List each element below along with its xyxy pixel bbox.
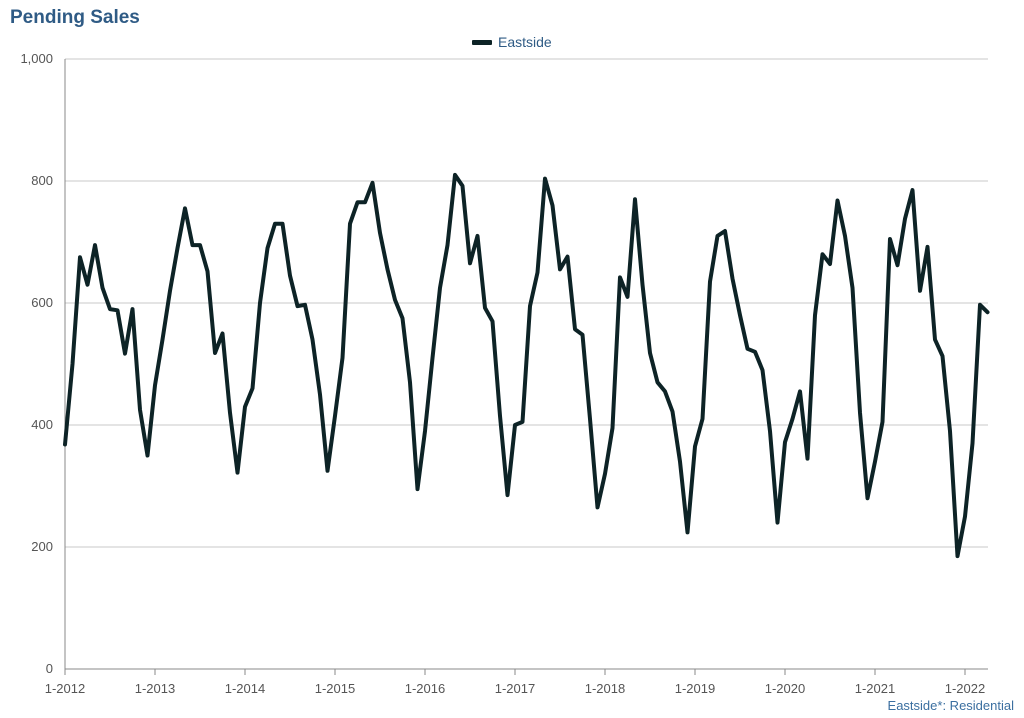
y-tick-label: 200 (31, 539, 53, 554)
y-tick-label: 1,000 (20, 51, 53, 66)
y-tick-label: 800 (31, 173, 53, 188)
x-tick-label: 1-2014 (225, 681, 265, 696)
series-line-eastside (63, 172, 990, 559)
legend-label: Eastside (498, 34, 552, 50)
x-tick-label: 1-2012 (45, 681, 85, 696)
y-tick-label: 400 (31, 417, 53, 432)
x-tick-label: 1-2018 (585, 681, 625, 696)
legend-swatch (472, 39, 492, 45)
x-tick-label: 1-2019 (675, 681, 715, 696)
legend: Eastside (472, 34, 552, 50)
x-tick-label: 1-2022 (945, 681, 985, 696)
y-tick-label: 0 (46, 661, 53, 676)
x-tick-label: 1-2020 (765, 681, 805, 696)
footer-note: Eastside*: Residential (887, 698, 1014, 713)
x-tick-label: 1-2017 (495, 681, 535, 696)
x-tick-label: 1-2021 (855, 681, 895, 696)
x-tick-label: 1-2015 (315, 681, 355, 696)
chart-title: Pending Sales (10, 7, 140, 28)
y-tick-label: 600 (31, 295, 53, 310)
x-tick-label: 1-2013 (135, 681, 175, 696)
x-tick-label: 1-2016 (405, 681, 445, 696)
